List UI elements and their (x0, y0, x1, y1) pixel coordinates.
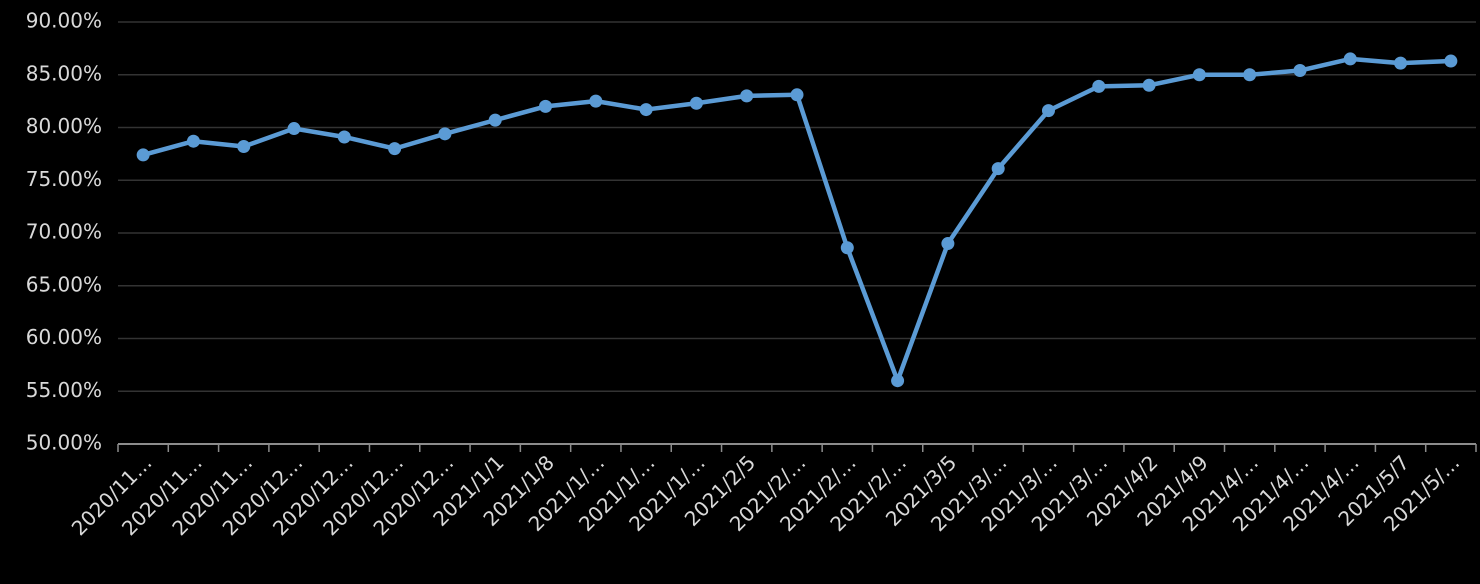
marker (287, 122, 301, 136)
marker (891, 374, 905, 388)
marker (337, 130, 351, 144)
y-tick-label: 55.00% (26, 378, 102, 402)
marker (1394, 56, 1408, 70)
line (142, 56, 1451, 383)
marker (941, 237, 955, 251)
marker (1142, 78, 1156, 92)
marker (639, 103, 653, 117)
marker (1293, 64, 1307, 78)
marker (1041, 104, 1055, 118)
marker (1192, 68, 1206, 82)
marker (790, 88, 804, 102)
marker (388, 142, 402, 156)
marker (740, 89, 754, 103)
marker (539, 99, 553, 113)
marker (1343, 52, 1357, 66)
marker (689, 96, 703, 110)
y-tick-label: 75.00% (26, 167, 102, 191)
marker (136, 148, 150, 162)
y-tick-label: 60.00% (26, 325, 102, 349)
marker (991, 162, 1005, 176)
marker (840, 241, 854, 255)
y-tick-label: 50.00% (26, 431, 102, 455)
y-tick-label: 85.00% (26, 61, 102, 85)
marker (186, 134, 200, 148)
marker (589, 94, 603, 108)
y-tick-label: 80.00% (26, 114, 102, 138)
marker (488, 113, 502, 127)
marker (438, 127, 452, 141)
marker (1243, 68, 1257, 82)
y-tick-label: 90.00% (26, 9, 102, 33)
y-tick-label: 70.00% (26, 220, 102, 244)
marker (1092, 79, 1106, 93)
marker (1444, 54, 1458, 68)
y-tick-label: 65.00% (26, 272, 102, 296)
marker (237, 139, 251, 153)
